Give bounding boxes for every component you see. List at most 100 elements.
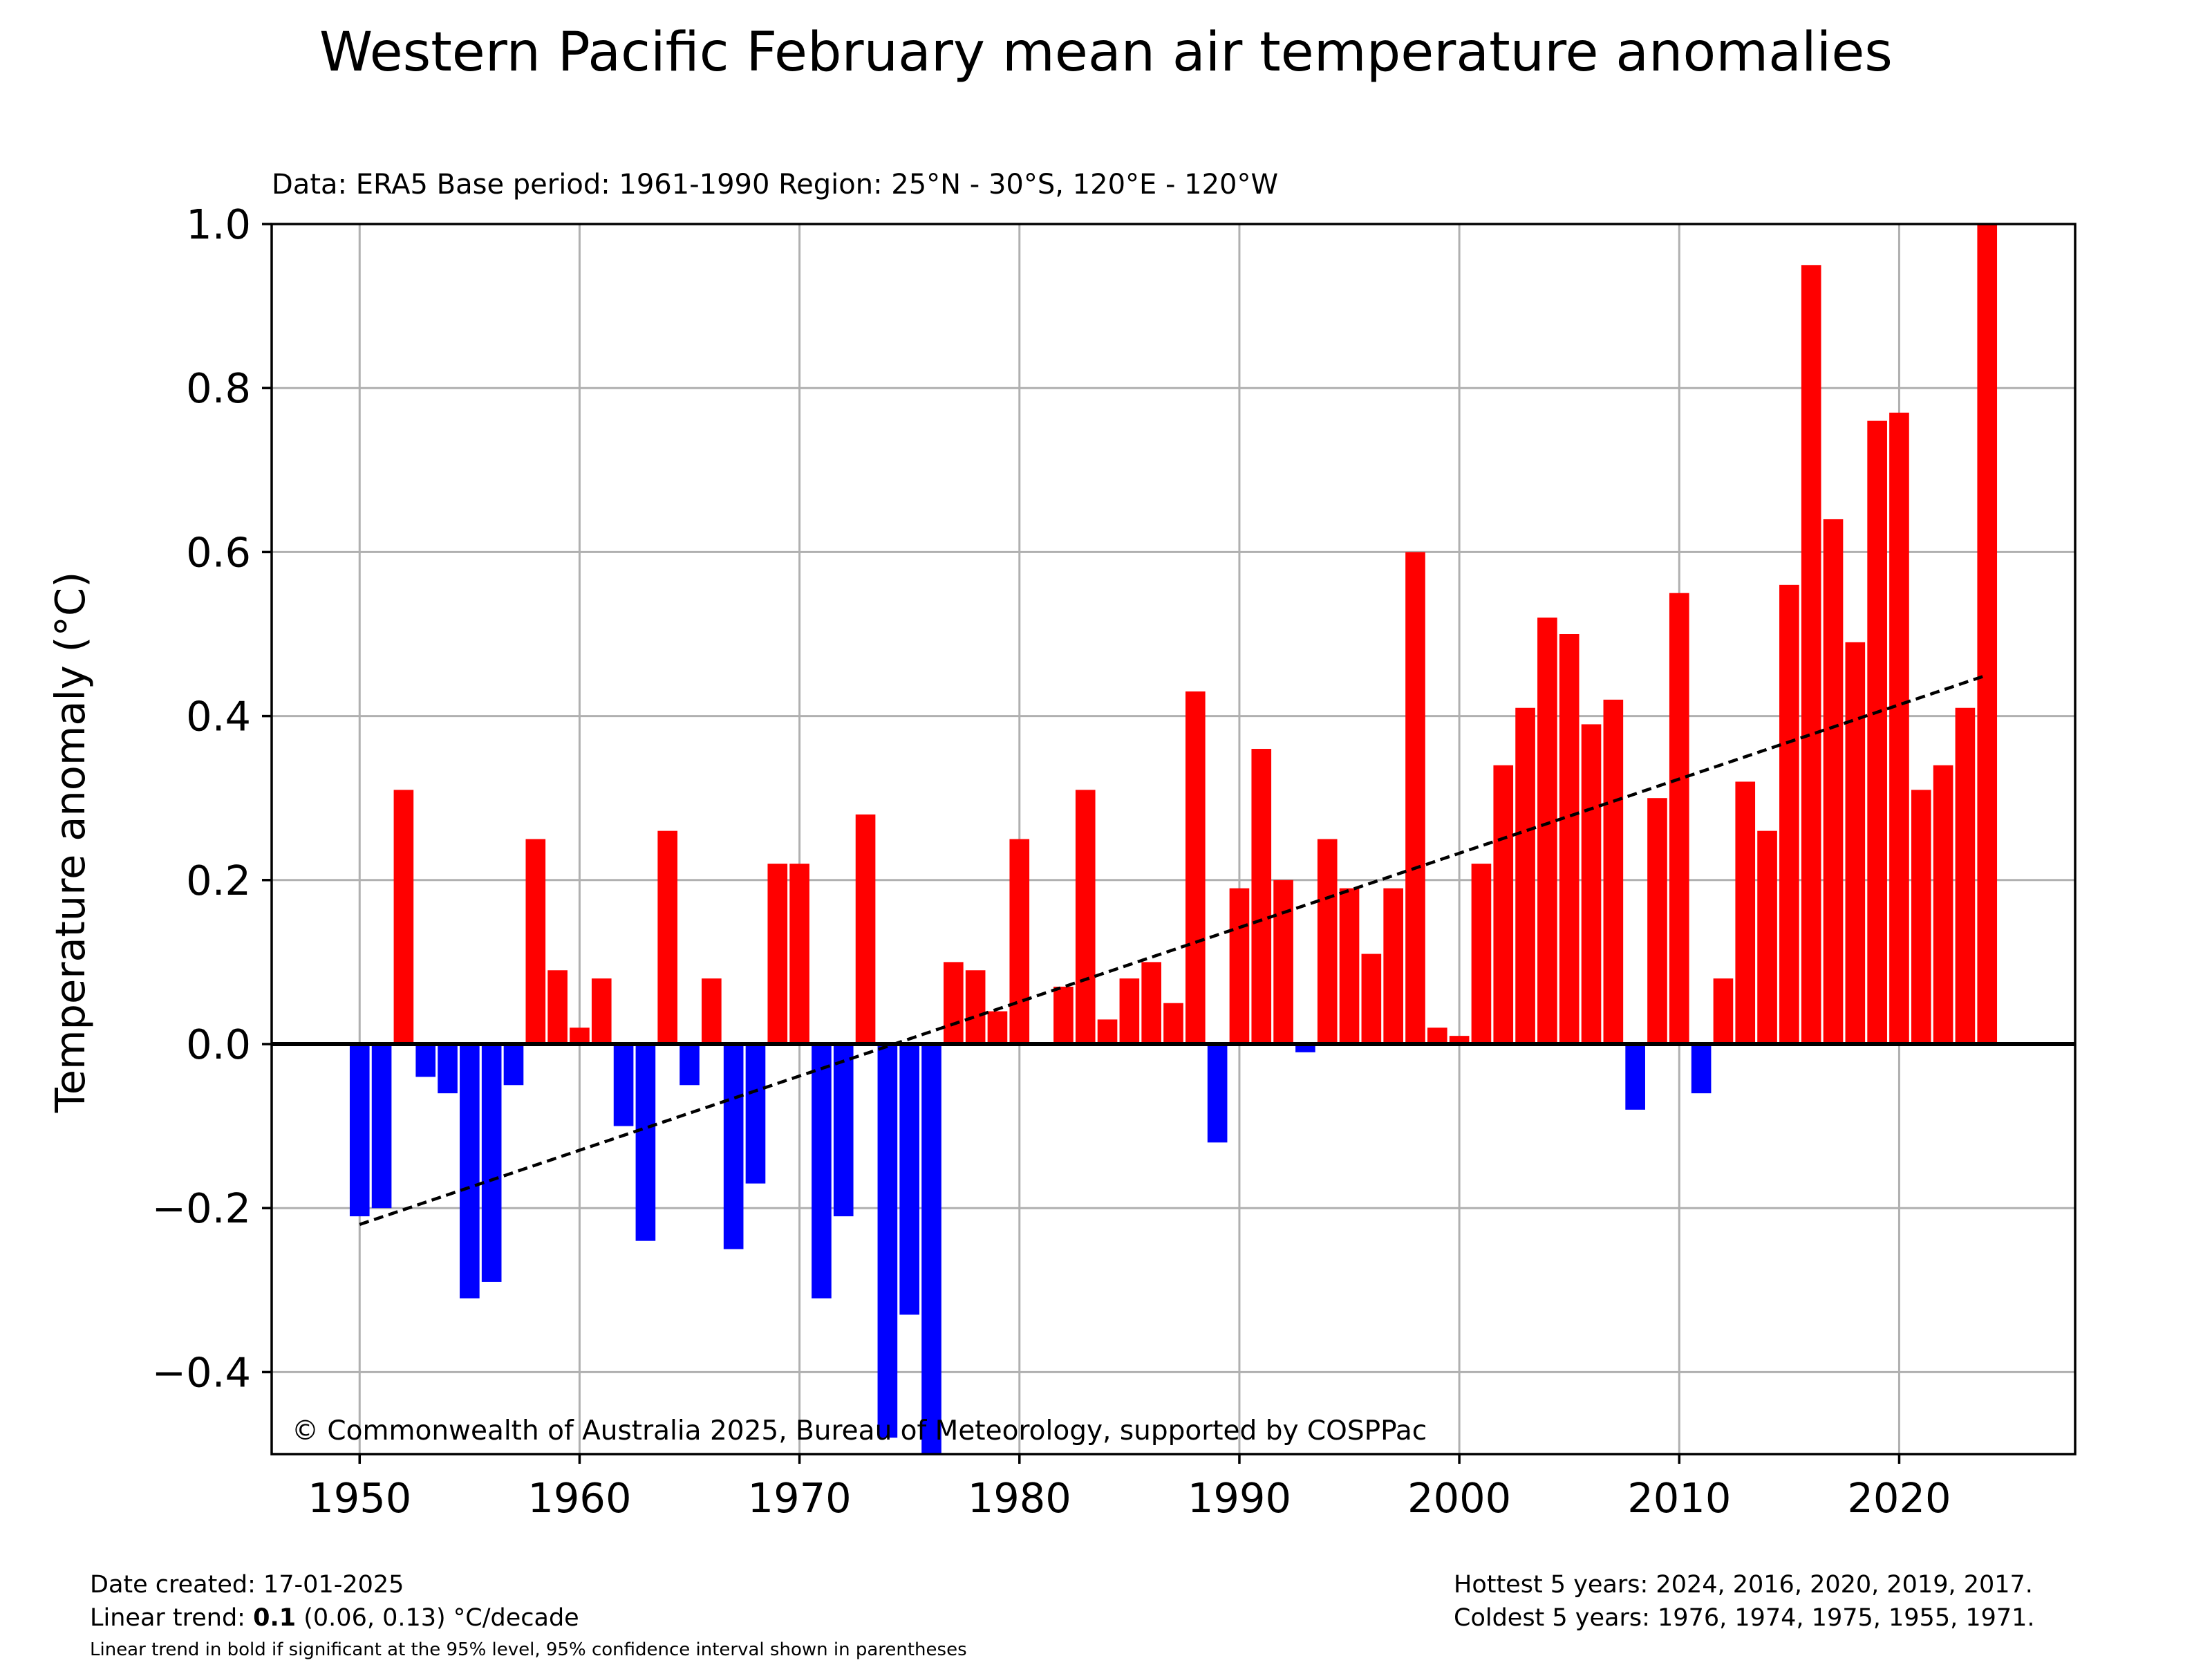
bar-1994 — [1317, 839, 1338, 1044]
bar-1954 — [438, 1044, 458, 1094]
y-tick-label: 0.8 — [186, 364, 251, 412]
y-axis-label: Temperature anomaly (°C) — [46, 572, 94, 1114]
linear-trend-value: 0.1 — [253, 1604, 297, 1632]
bar-1972 — [833, 1044, 854, 1217]
bar-1987 — [1163, 1003, 1183, 1044]
bar-1951 — [371, 1044, 392, 1209]
bar-2020 — [1889, 412, 1909, 1044]
bar-1971 — [812, 1044, 832, 1299]
copyright-annotation: © Commonwealth of Australia 2025, Bureau… — [292, 1415, 1427, 1447]
bar-1973 — [855, 814, 876, 1044]
bars — [349, 224, 1998, 1454]
bar-1977 — [944, 962, 964, 1044]
bar-2017 — [1823, 519, 1844, 1044]
bar-1955 — [460, 1044, 480, 1299]
trend-line — [359, 673, 1988, 1227]
bar-1991 — [1251, 749, 1272, 1044]
bar-1985 — [1119, 978, 1140, 1044]
x-axis: 1950 1960 1970 1980 1990 2000 2010 2020 — [308, 1454, 1951, 1522]
bar-1979 — [987, 1011, 1008, 1044]
trend-note: Linear trend in bold if significant at t… — [90, 1639, 967, 1660]
linear-trend: Linear trend: 0.1 (0.06, 0.13) °C/decade — [90, 1601, 967, 1635]
bar-2021 — [1911, 790, 1931, 1044]
bar-2009 — [1647, 798, 1667, 1044]
bar-1996 — [1361, 954, 1382, 1044]
bar-1965 — [679, 1044, 700, 1086]
bar-1964 — [657, 830, 678, 1044]
bar-1960 — [570, 1027, 590, 1044]
linear-trend-prefix: Linear trend: — [90, 1604, 254, 1632]
bar-1984 — [1097, 1019, 1118, 1044]
bar-1961 — [591, 978, 612, 1044]
chart-subtitle: Data: ERA5 Base period: 1961-1990 Region… — [272, 169, 1278, 201]
plot-frame — [270, 223, 2077, 1455]
bar-2010 — [1669, 593, 1689, 1044]
y-axis: −0.4 −0.2 0.0 0.2 0.4 0.6 0.8 1.0 — [152, 201, 272, 1396]
bar-1957 — [503, 1044, 524, 1086]
y-tick-label: −0.4 — [152, 1348, 251, 1396]
bar-1998 — [1405, 552, 1425, 1044]
bar-2012 — [1713, 978, 1734, 1044]
bar-2018 — [1845, 642, 1866, 1044]
bar-2007 — [1603, 699, 1624, 1044]
y-tick-label: 0.6 — [186, 528, 251, 576]
bar-1988 — [1185, 691, 1206, 1044]
bar-2011 — [1691, 1044, 1712, 1094]
bar-1997 — [1383, 888, 1403, 1044]
y-tick-label: −0.2 — [152, 1184, 251, 1232]
bar-2006 — [1581, 724, 1602, 1044]
bar-1974 — [877, 1044, 898, 1438]
bar-1963 — [635, 1044, 656, 1241]
bar-2022 — [1933, 765, 1953, 1044]
bar-1959 — [547, 970, 568, 1044]
bar-2019 — [1867, 420, 1887, 1044]
linear-trend-suffix: (0.06, 0.13) °C/decade — [296, 1604, 579, 1632]
bar-1952 — [393, 790, 414, 1044]
bar-1967 — [723, 1044, 744, 1249]
footer-left: Date created: 17-01-2025 Linear trend: 0… — [90, 1568, 967, 1665]
bar-1995 — [1339, 888, 1360, 1044]
bar-2013 — [1735, 781, 1756, 1044]
bar-2015 — [1779, 584, 1799, 1044]
footer-right: Hottest 5 years: 2024, 2016, 2020, 2019,… — [1454, 1568, 2035, 1635]
bar-2000 — [1449, 1036, 1470, 1044]
bar-2014 — [1757, 830, 1777, 1044]
coldest-years: Coldest 5 years: 1976, 1974, 1975, 1955,… — [1454, 1604, 2035, 1632]
x-tick-label: 1960 — [527, 1474, 631, 1522]
bar-1968 — [745, 1044, 766, 1184]
bar-1980 — [1009, 839, 1030, 1044]
x-tick-label: 2010 — [1627, 1474, 1731, 1522]
y-tick-label: 0.2 — [186, 857, 251, 904]
bar-1992 — [1273, 880, 1293, 1044]
bar-2016 — [1801, 265, 1821, 1044]
hottest-years: Hottest 5 years: 2024, 2016, 2020, 2019,… — [1454, 1571, 2033, 1599]
y-tick-label: 0.0 — [186, 1021, 251, 1068]
bar-1966 — [702, 978, 722, 1044]
bar-2001 — [1471, 864, 1492, 1044]
x-tick-label: 1980 — [968, 1474, 1071, 1522]
date-created: Date created: 17-01-2025 — [90, 1571, 404, 1599]
bar-2005 — [1559, 634, 1580, 1044]
chart-title: Western Pacific February mean air temper… — [319, 21, 1893, 84]
bar-1976 — [921, 1044, 941, 1454]
x-tick-label: 2000 — [1407, 1474, 1511, 1522]
bar-2004 — [1537, 617, 1557, 1044]
x-tick-label: 1970 — [748, 1474, 852, 1522]
bar-2008 — [1625, 1044, 1645, 1110]
bar-1970 — [789, 864, 809, 1044]
x-tick-label: 1990 — [1188, 1474, 1291, 1522]
bar-1993 — [1295, 1044, 1315, 1052]
x-tick-label: 1950 — [308, 1474, 411, 1522]
bar-2002 — [1493, 765, 1514, 1044]
x-tick-label: 2020 — [1847, 1474, 1951, 1522]
y-tick-label: 0.4 — [186, 693, 251, 741]
bar-2003 — [1515, 707, 1535, 1044]
bar-1950 — [349, 1044, 370, 1217]
bar-1982 — [1053, 986, 1074, 1044]
bar-1969 — [767, 864, 788, 1044]
bar-1990 — [1229, 888, 1250, 1044]
bar-1989 — [1207, 1044, 1228, 1143]
y-tick-label: 1.0 — [186, 201, 251, 248]
bar-1983 — [1075, 790, 1096, 1044]
